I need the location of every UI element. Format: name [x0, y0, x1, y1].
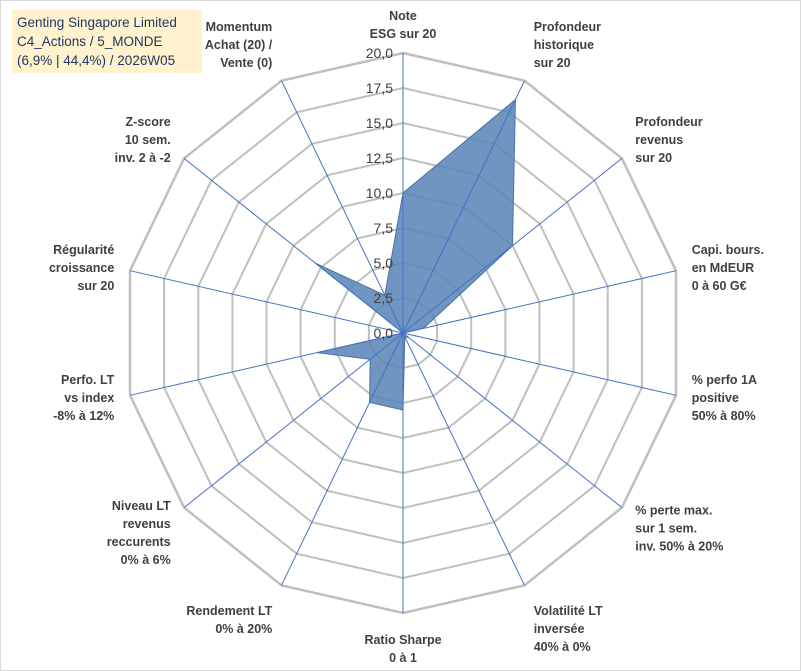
- axis-label-line: sur 1 sem.: [635, 522, 697, 536]
- axis-spoke: [183, 332, 404, 508]
- axis-label-line: Profondeur: [534, 20, 601, 34]
- axis-label-line: positive: [692, 391, 739, 405]
- axis-label-line: croissance: [49, 261, 114, 275]
- axis-label: Profondeur revenus sur 20: [635, 115, 702, 165]
- radial-tick-label: 12,5: [366, 150, 393, 166]
- axis-spoke: [402, 80, 525, 334]
- axis-label-line: en MdEUR: [692, 261, 755, 275]
- axis-label-line: Rendement LT: [186, 604, 272, 618]
- axis-label-line: sur 20: [635, 151, 672, 165]
- axis-label-line: 10 sem.: [125, 133, 171, 147]
- axis-label: Niveau LT revenus reccurents 0% à 6%: [107, 499, 171, 567]
- axis-label: Régularité croissance sur 20: [49, 243, 114, 293]
- axis-label-line: Vente (0): [220, 56, 272, 70]
- axis-spoke: [129, 332, 404, 396]
- axis-label: Rendement LT 0% à 20%: [186, 604, 272, 636]
- axis-label-line: 0 à 1: [389, 651, 417, 665]
- axis-spoke: [402, 158, 623, 334]
- axis-label-line: vs index: [64, 391, 114, 405]
- axis-spoke: [183, 158, 404, 334]
- axis-label: Z-score 10 sem. inv. 2 à -2: [115, 115, 171, 165]
- axis-spoke: [402, 332, 623, 508]
- axis-label-line: revenus: [123, 517, 171, 531]
- axis-label-line: Régularité: [53, 243, 114, 257]
- axis-label: % perte max. sur 1 sem. inv. 50% à 20%: [635, 504, 723, 554]
- axis-label: Note ESG sur 20: [370, 9, 437, 41]
- title-portfolio: C4_Actions / 5_MONDE: [17, 34, 163, 49]
- axis-spoke: [402, 270, 677, 334]
- axis-label-line: historique: [534, 38, 594, 52]
- axis-label: Momentum Achat (20) / Vente (0): [205, 20, 273, 70]
- radial-tick-label: 10,0: [366, 185, 393, 201]
- axis-label-line: Volatilité LT: [534, 604, 603, 618]
- radial-tick-label: 20,0: [366, 45, 393, 61]
- axis-label: Perfo. LT vs index -8% à 12%: [53, 373, 115, 423]
- axis-label-line: Perfo. LT: [61, 373, 115, 387]
- axis-label: % perfo 1A positive 50% à 80%: [692, 373, 757, 423]
- radial-tick-label: 17,5: [366, 80, 393, 96]
- axis-label-line: 0% à 6%: [121, 553, 171, 567]
- axis-label: Volatilité LT inversée 40% à 0%: [534, 604, 603, 654]
- axis-label-line: Momentum: [206, 20, 273, 34]
- axis-label-line: inversée: [534, 622, 585, 636]
- axis-label-line: ESG sur 20: [370, 27, 437, 41]
- axis-label-line: inv. 50% à 20%: [635, 540, 723, 554]
- radial-tick-label: 2,5: [374, 290, 394, 306]
- axis-label-line: Z-score: [126, 115, 171, 129]
- axis-spoke: [402, 332, 677, 396]
- axis-label-line: 50% à 80%: [692, 409, 756, 423]
- axis-label-line: revenus: [635, 133, 683, 147]
- axis-label-line: -8% à 12%: [53, 409, 114, 423]
- axis-label-line: Note: [389, 9, 417, 23]
- axis-label-line: Niveau LT: [112, 499, 171, 513]
- axis-label: Capi. bours. en MdEUR 0 à 60 G€: [692, 243, 764, 293]
- axis-label-line: sur 20: [534, 56, 571, 70]
- radial-tick-label: 7,5: [374, 220, 394, 236]
- axis-label-line: % perte max.: [635, 504, 712, 518]
- axis-label-line: sur 20: [77, 279, 114, 293]
- axis-label-line: 0 à 60 G€: [692, 279, 747, 293]
- title-company: Genting Singapore Limited: [17, 15, 177, 30]
- axis-label-line: Achat (20) /: [205, 38, 273, 52]
- axis-label: Ratio Sharpe 0 à 1: [364, 633, 441, 665]
- axis-label-line: Profondeur: [635, 115, 702, 129]
- axis-label-line: Capi. bours.: [692, 243, 764, 257]
- axis-spoke: [281, 80, 404, 334]
- axis-label: Profondeur historique sur 20: [534, 20, 601, 70]
- data-area: [315, 98, 516, 411]
- axis-label-line: 40% à 0%: [534, 640, 591, 654]
- title-period: (6,9% | 44,4%) / 2026W05: [17, 53, 176, 68]
- axis-label-line: 0% à 20%: [215, 622, 272, 636]
- radial-tick-label: 15,0: [366, 115, 393, 131]
- chart-title-box: Genting Singapore Limited C4_Actions / 5…: [12, 10, 202, 73]
- axis-spoke: [402, 332, 525, 586]
- radial-tick-label: 5,0: [374, 255, 394, 271]
- axis-label-line: inv. 2 à -2: [115, 151, 171, 165]
- axis-label-line: reccurents: [107, 535, 171, 549]
- axis-label-line: Ratio Sharpe: [364, 633, 441, 647]
- axis-label-line: % perfo 1A: [692, 373, 757, 387]
- axis-spoke: [281, 332, 404, 586]
- axis-spoke: [129, 270, 404, 334]
- radial-tick-label: 0,0: [374, 325, 394, 341]
